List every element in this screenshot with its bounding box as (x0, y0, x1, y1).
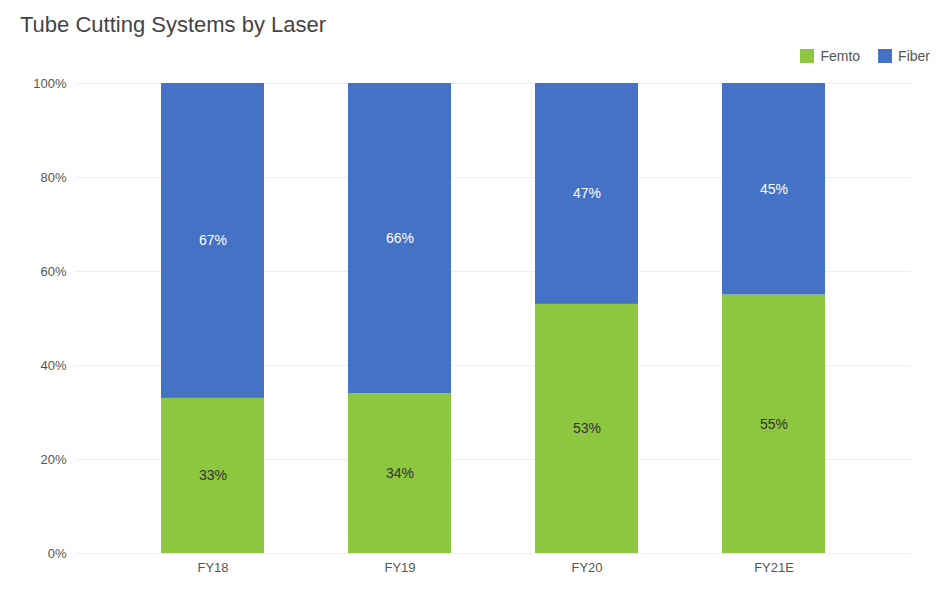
svg-text:66%: 66% (386, 230, 414, 246)
html-text:Femto: Femto (820, 48, 861, 64)
svg-text:FY18: FY18 (197, 560, 228, 575)
svg-text:FY21E: FY21E (754, 560, 794, 575)
svg-text:53%: 53% (573, 420, 601, 436)
svg-text:33%: 33% (199, 467, 227, 483)
svg-text:0%: 0% (48, 546, 67, 561)
html-text:Fiber: Fiber (898, 48, 930, 64)
svg-text:40%: 40% (40, 358, 66, 373)
svg-text:FY19: FY19 (384, 560, 415, 575)
svg-text:FY20: FY20 (571, 560, 602, 575)
svg-text:45%: 45% (760, 181, 788, 197)
svg-text:60%: 60% (40, 264, 66, 279)
svg-text:20%: 20% (40, 452, 66, 467)
svg-text:34%: 34% (386, 465, 414, 481)
html-text:Tube Cutting Systems by Laser: Tube Cutting Systems by Laser (20, 12, 327, 37)
svg-text:67%: 67% (199, 232, 227, 248)
svg-text:55%: 55% (760, 416, 788, 432)
svg-text:100%: 100% (33, 76, 67, 91)
svg-text:80%: 80% (40, 170, 66, 185)
svg-text:47%: 47% (573, 185, 601, 201)
